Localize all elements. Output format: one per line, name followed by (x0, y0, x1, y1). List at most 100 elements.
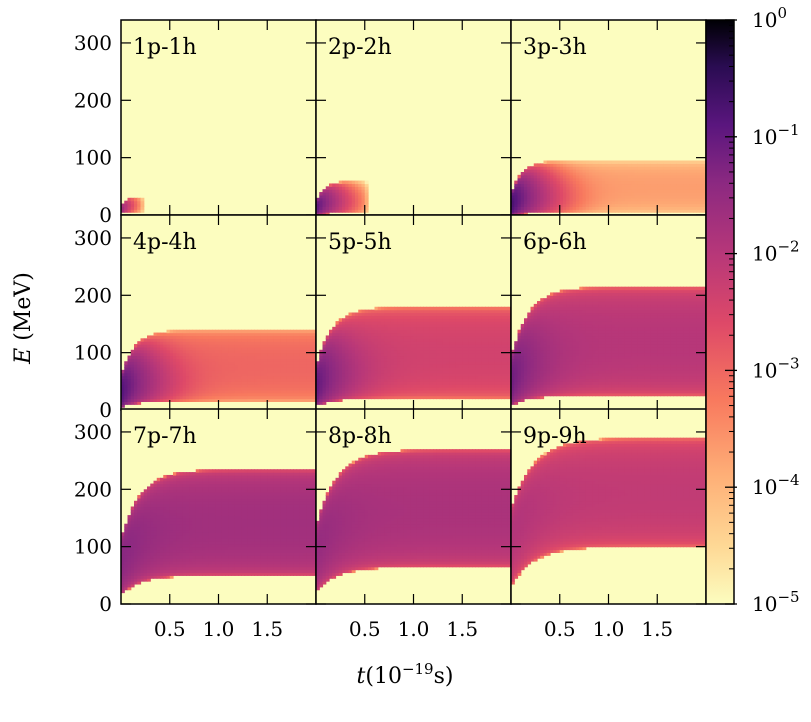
heatmap-cell (134, 346, 138, 351)
heatmap-cell (351, 194, 356, 199)
heatmap-cell (465, 355, 470, 359)
heatmap-cell (345, 203, 350, 207)
heatmap-cell (436, 341, 441, 345)
heatmap-cell (273, 395, 278, 400)
heatmap-cell (631, 177, 636, 182)
heatmap-cell (478, 361, 483, 365)
heatmap-cell (605, 169, 610, 173)
heatmap-cell (192, 398, 197, 402)
heatmap-cell (699, 189, 704, 193)
heatmap-cell (657, 174, 662, 179)
heatmap-cell (394, 335, 398, 339)
heatmap-cell (676, 163, 681, 167)
heatmap-cell (384, 309, 389, 314)
heatmap-cell (491, 364, 496, 368)
heatmap-cell (683, 171, 688, 176)
heatmap-cell (478, 355, 483, 359)
heatmap-cell (270, 378, 275, 382)
heatmap-cell (449, 349, 454, 354)
heatmap-cell (345, 375, 350, 380)
heatmap-cell (319, 372, 324, 377)
heatmap-cell (663, 166, 668, 170)
heatmap-cell (241, 349, 246, 354)
heatmap-cell (176, 389, 181, 394)
heatmap-cell (338, 352, 343, 357)
heatmap-cell (195, 358, 200, 362)
heatmap-cell (660, 189, 665, 193)
heatmap-cell (485, 332, 489, 337)
heatmap-cell (329, 375, 333, 380)
heatmap-cell (247, 344, 252, 348)
heatmap-cell (663, 200, 668, 205)
heatmap-cell (582, 206, 587, 210)
heatmap-cell (387, 338, 392, 342)
heatmap-cell (491, 318, 496, 322)
heatmap-cell (160, 387, 164, 391)
heatmap-cell (524, 171, 528, 176)
heatmap-cell (361, 183, 366, 187)
heatmap-cell (325, 194, 330, 199)
heatmap-cell (283, 384, 288, 388)
heatmap-cell (384, 312, 389, 316)
heatmap-cell (397, 389, 402, 394)
heatmap-cell (511, 349, 515, 354)
heatmap-cell (403, 326, 408, 331)
heatmap-cell (403, 364, 408, 368)
heatmap-cell (241, 392, 246, 397)
heatmap-cell (530, 395, 535, 400)
heatmap-cell (280, 392, 285, 397)
heatmap-cell (602, 166, 606, 170)
heatmap-cell (205, 389, 210, 394)
heatmap-cell (283, 389, 288, 394)
heatmap-cell (381, 358, 385, 362)
heatmap-cell (540, 369, 545, 374)
heatmap-cell (332, 329, 337, 334)
heatmap-cell (498, 309, 502, 314)
heatmap-cell (472, 387, 476, 391)
heatmap-cell (654, 163, 658, 167)
heatmap-cell (693, 206, 697, 210)
heatmap-cell (439, 315, 444, 319)
heatmap-cell (147, 344, 151, 348)
heatmap-cell (153, 395, 158, 400)
heatmap-cell (345, 358, 350, 362)
heatmap-cell (429, 381, 434, 385)
heatmap-cell (455, 358, 460, 362)
heatmap-cell (156, 378, 161, 382)
heatmap-cell (423, 352, 428, 357)
heatmap-cell (247, 372, 252, 377)
heatmap-cell (537, 358, 541, 362)
heatmap-cell (225, 352, 229, 357)
heatmap-cell (351, 355, 356, 359)
heatmap-cell (169, 369, 174, 374)
heatmap-cell (355, 315, 359, 319)
heatmap-cell (403, 341, 408, 345)
heatmap-cell (514, 341, 519, 345)
heatmap-cell (335, 349, 340, 354)
heatmap-cell (459, 372, 463, 377)
heatmap-cell (446, 318, 450, 322)
heatmap-cell (319, 192, 324, 196)
heatmap-cell (439, 378, 444, 382)
heatmap-cell (143, 389, 148, 394)
heatmap-cell (472, 335, 476, 339)
heatmap-cell (416, 364, 421, 368)
heatmap-cell (260, 335, 265, 339)
heatmap-cell (400, 309, 405, 314)
heatmap-cell (150, 384, 155, 388)
heatmap-cell (147, 378, 151, 382)
heatmap-cell (410, 329, 415, 334)
heatmap-cell (335, 183, 340, 187)
heatmap-cell (160, 378, 164, 382)
heatmap-cell (439, 381, 444, 385)
heatmap-cell (426, 326, 431, 331)
heatmap-cell (244, 341, 249, 345)
heatmap-cell (615, 209, 619, 213)
heatmap-cell (446, 312, 450, 316)
heatmap-cell (540, 344, 545, 348)
heatmap-cell (335, 398, 340, 402)
heatmap-cell (585, 209, 590, 213)
heatmap-cell (478, 387, 483, 391)
heatmap-cell (634, 177, 639, 182)
heatmap-cell (420, 355, 424, 359)
